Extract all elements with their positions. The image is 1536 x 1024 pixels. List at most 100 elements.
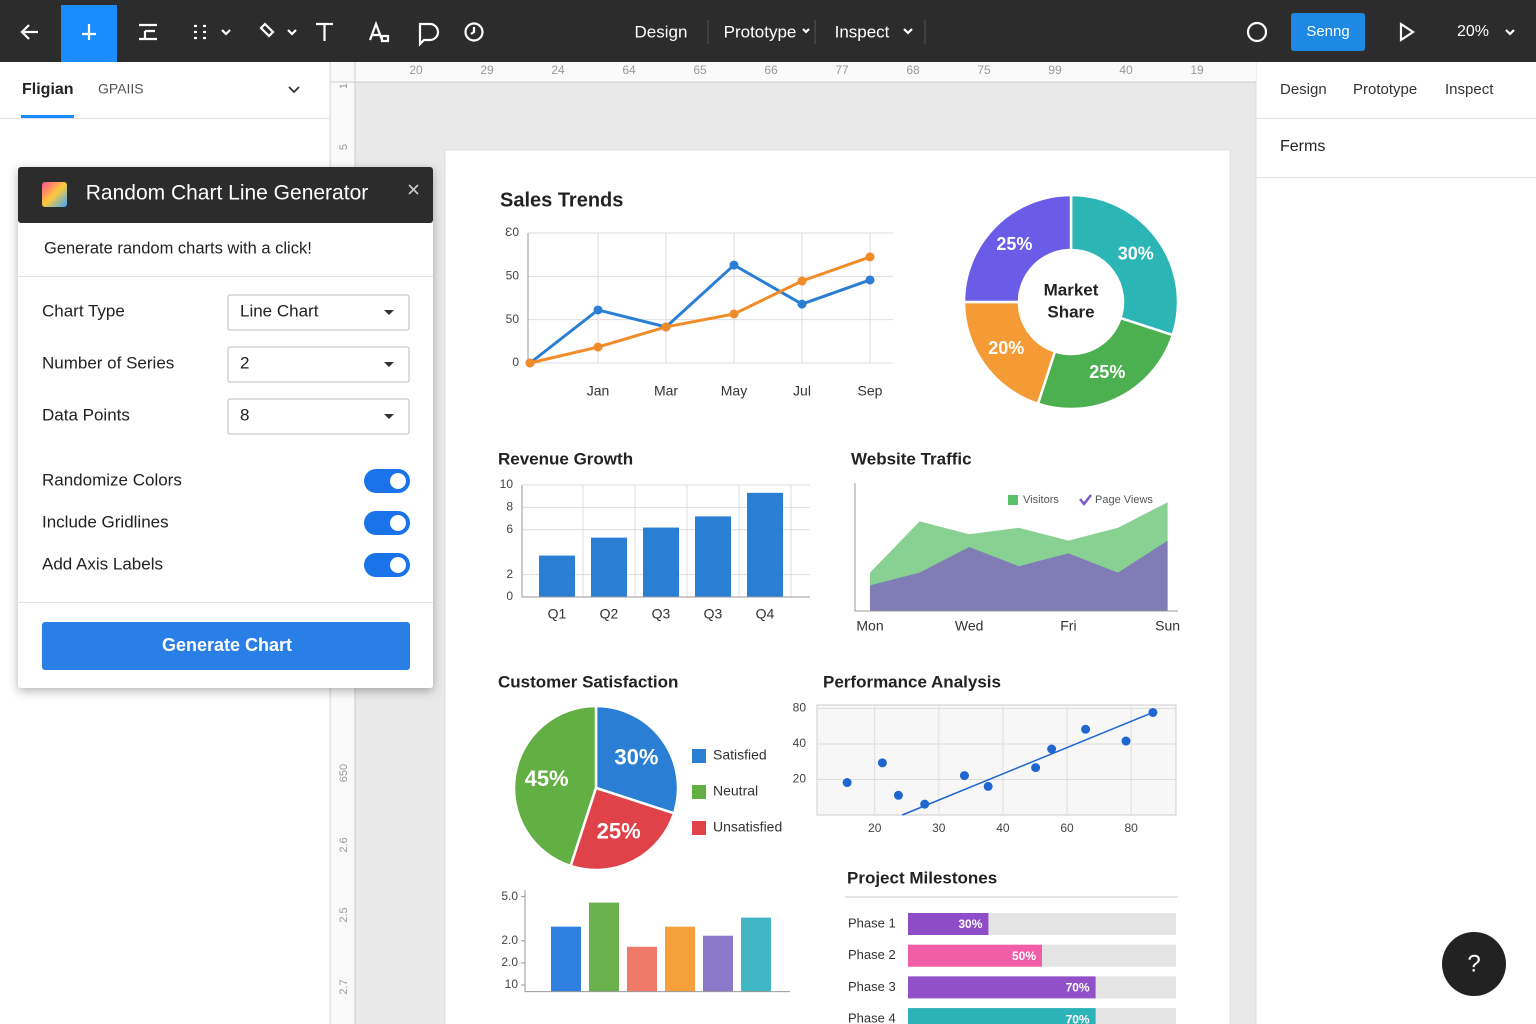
ruler-label: 64 (622, 63, 636, 77)
text-icon[interactable] (316, 22, 333, 41)
value-label: 30% (1118, 244, 1154, 264)
x-tick-label: May (721, 383, 747, 399)
slice (594, 704, 680, 815)
category-label: Phase 3 (848, 979, 896, 994)
plot-area (816, 704, 1177, 816)
dropdown[interactable] (227, 294, 410, 331)
plugin-window: Random Chart Line Generator Generate ran… (18, 167, 433, 688)
slice (512, 704, 598, 868)
value-label: 25% (996, 234, 1032, 254)
y-tick-label: 0 (512, 355, 519, 369)
slice (569, 786, 676, 872)
dropdown-arrow (384, 414, 394, 419)
field-label: Chart Type (42, 301, 125, 320)
ruler-label: 24 (551, 63, 565, 77)
point (593, 305, 603, 315)
point (1121, 736, 1131, 746)
y-tick-label: 0 (506, 589, 513, 603)
frame-icon[interactable] (139, 23, 157, 41)
category-label: Phase 2 (848, 947, 896, 962)
toolbar-icons (20, 20, 1515, 47)
ruler-label: 75 (977, 63, 991, 77)
zoom-level[interactable]: 20% (1457, 23, 1489, 40)
slice (1036, 316, 1175, 411)
x-tick-label: 60 (1060, 821, 1074, 835)
point (525, 358, 535, 368)
style-icon[interactable] (368, 20, 390, 43)
panel-tab[interactable]: Design (1280, 81, 1327, 98)
bar (643, 527, 679, 597)
point (1031, 763, 1041, 773)
ruler-label: 2.7 (338, 979, 350, 994)
bar (627, 946, 657, 992)
ruler-label: 68 (906, 63, 920, 77)
legend-swatch (692, 785, 706, 799)
comment-icon[interactable] (418, 22, 440, 47)
x-tick-label: Sep (858, 383, 883, 399)
avatar-icon[interactable] (1246, 21, 1268, 43)
chart-title: Customer Satisfaction (498, 672, 678, 691)
ruler-label: 5 (338, 144, 350, 150)
slice (1069, 193, 1180, 337)
slice (962, 300, 1057, 406)
menu-item[interactable]: Prototype (724, 22, 797, 41)
value-label: 25% (1089, 362, 1125, 382)
ruler-label: 99 (1048, 63, 1062, 77)
toggle-knob (390, 557, 406, 573)
x-tick-label: Fri (1060, 618, 1076, 634)
panel-tab[interactable]: GPAIIS (98, 81, 144, 97)
ruler-label: 77 (835, 63, 849, 77)
bar (908, 913, 989, 935)
y-tick-label: 5.0 (501, 889, 518, 903)
grid-icon[interactable] (194, 24, 231, 40)
x-tick-label: Mar (654, 383, 678, 399)
menu-item[interactable]: Design (635, 22, 688, 41)
bar (908, 1008, 1096, 1024)
pen-icon[interactable] (259, 22, 297, 38)
axes (854, 483, 1178, 612)
section-title[interactable]: Ferms (1280, 138, 1325, 155)
play-icon[interactable] (1399, 21, 1415, 43)
center-label: Market (1044, 280, 1099, 299)
x-tick-label: Q1 (548, 606, 567, 622)
point (1148, 707, 1158, 717)
legend-label: Satisfied (713, 747, 767, 763)
share-button[interactable] (1291, 13, 1365, 51)
right-panel (1256, 62, 1536, 1024)
share-button-label: Senng (1306, 23, 1349, 40)
move-icon[interactable] (82, 24, 96, 40)
slice (962, 193, 1073, 304)
bar (695, 516, 731, 597)
x-tick-label: Wed (955, 618, 984, 634)
menu-item[interactable]: Inspect (835, 22, 890, 41)
dropdown[interactable] (227, 346, 410, 383)
ruler-label: 66 (764, 63, 778, 77)
toggle-label: Add Axis Labels (42, 554, 163, 573)
point (797, 276, 807, 286)
bar (908, 944, 1042, 967)
value-label: 70% (1066, 981, 1090, 995)
panel-chevron[interactable] (288, 86, 300, 94)
toggle-label: Randomize Colors (42, 470, 182, 489)
y-tick-label: 40 (793, 736, 807, 750)
dropdown[interactable] (227, 398, 410, 435)
bar (539, 555, 575, 597)
x-tick-label: Q2 (600, 606, 619, 622)
history-icon[interactable] (464, 22, 484, 42)
value-label: 30% (958, 917, 982, 931)
panel-tab[interactable]: Prototype (1353, 81, 1417, 98)
panel-tab[interactable]: Inspect (1445, 81, 1494, 98)
bar (551, 926, 581, 992)
close-button[interactable] (408, 184, 419, 195)
generate-button[interactable] (42, 622, 410, 670)
back-icon[interactable] (20, 24, 38, 40)
help-button[interactable] (1442, 932, 1506, 996)
y-tick-label: 8 (506, 500, 513, 514)
ruler-label: 19 (1190, 63, 1204, 77)
point (920, 799, 930, 809)
dropdown-arrow (384, 362, 394, 367)
x-tick-label: 80 (1124, 821, 1138, 835)
panel-tab[interactable]: Fligian (22, 81, 74, 98)
tab-underline (21, 115, 74, 118)
top-ruler (331, 62, 1256, 82)
